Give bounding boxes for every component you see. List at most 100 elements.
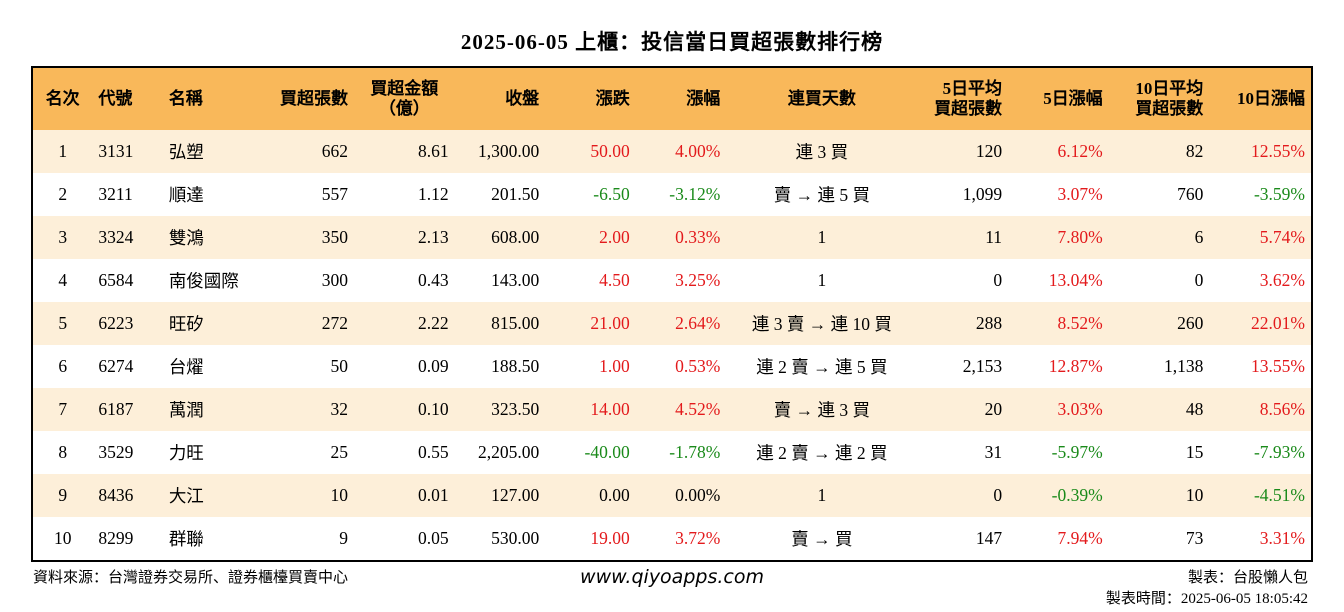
name-cell: 旺矽 xyxy=(162,302,254,345)
change-pct-cell: -1.78% xyxy=(635,431,727,474)
avg10-cell: 6 xyxy=(1108,216,1210,259)
header-code: 代號 xyxy=(92,67,163,130)
close-cell: 2,205.00 xyxy=(454,431,546,474)
buy-lots-cell: 32 xyxy=(253,388,354,431)
change-cell: 2.00 xyxy=(545,216,636,259)
change-pct-cell: -3.12% xyxy=(635,173,727,216)
avg5-cell: 11 xyxy=(917,216,1009,259)
generated-time: 製表時間：2025-06-05 18:05:42 xyxy=(1105,591,1308,607)
table-maker: 製表：台股懶人包 xyxy=(1187,570,1308,586)
page-title: 2025-06-05 上櫃：投信當日買超張數排行榜 xyxy=(460,30,884,54)
header-buy-lots: 買超張數 xyxy=(253,67,354,130)
avg10-cell: 10 xyxy=(1108,474,1210,517)
name-cell: 順達 xyxy=(162,173,254,216)
pct10-cell: 12.55% xyxy=(1209,130,1312,173)
pct5-cell: 12.87% xyxy=(1008,345,1109,388)
buy-lots-cell: 10 xyxy=(253,474,354,517)
pct10-cell: 5.74% xyxy=(1209,216,1312,259)
change-cell: 19.00 xyxy=(545,517,636,561)
table-row: 2 3211 順達 557 1.12 201.50 -6.50 -3.12% 賣 → 連 5 買… xyxy=(32,173,1312,216)
buy-amount-cell: 0.09 xyxy=(354,345,455,388)
table-row: 1 3131 弘塑 662 8.61 1,300.00 50.00 4.00% 連 3 買 120… xyxy=(32,130,1312,173)
header-buy-amount-line1: 買超金額 xyxy=(370,79,439,98)
streak-cell: 1 xyxy=(726,474,918,517)
pct5-cell: 3.07% xyxy=(1008,173,1109,216)
buy-amount-cell: 0.10 xyxy=(354,388,455,431)
rank-cell: 9 xyxy=(32,474,93,517)
header-close: 收盤 xyxy=(454,67,546,130)
name-cell: 南俊國際 xyxy=(162,259,254,302)
change-cell: -6.50 xyxy=(545,173,636,216)
buy-amount-cell: 0.43 xyxy=(354,259,455,302)
pct5-cell: 13.04% xyxy=(1008,259,1109,302)
data-source: 資料來源：台灣證券交易所、證券櫃檯買賣中心 xyxy=(33,570,349,586)
header-change-pct: 漲幅 xyxy=(635,67,727,130)
avg5-cell: 147 xyxy=(917,517,1009,561)
name-cell: 力旺 xyxy=(162,431,254,474)
avg5-cell: 1,099 xyxy=(917,173,1009,216)
header-change: 漲跌 xyxy=(545,67,636,130)
code-cell: 6187 xyxy=(92,388,163,431)
table-row: 7 6187 萬潤 32 0.10 323.50 14.00 4.52% 賣 → 連 3 買 20… xyxy=(32,388,1312,431)
pct10-cell: -4.51% xyxy=(1209,474,1312,517)
streak-cell: 賣 → 連 5 買 xyxy=(726,173,918,216)
streak-cell: 連 3 賣 → 連 10 買 xyxy=(726,302,918,345)
code-cell: 6584 xyxy=(92,259,163,302)
change-cell: 14.00 xyxy=(545,388,636,431)
pct5-cell: -0.39% xyxy=(1008,474,1109,517)
pct5-cell: 7.80% xyxy=(1008,216,1109,259)
close-cell: 201.50 xyxy=(454,173,546,216)
rank-cell: 3 xyxy=(32,216,93,259)
name-cell: 群聯 xyxy=(162,517,254,561)
buy-amount-cell: 1.12 xyxy=(354,173,455,216)
change-pct-cell: 3.72% xyxy=(635,517,727,561)
pct5-cell: 6.12% xyxy=(1008,130,1109,173)
rank-cell: 10 xyxy=(32,517,93,561)
buy-lots-cell: 272 xyxy=(253,302,354,345)
close-cell: 323.50 xyxy=(454,388,546,431)
change-cell: 1.00 xyxy=(545,345,636,388)
header-pct10: 10日漲幅 xyxy=(1209,67,1312,130)
website-url: www.qiyoapps.com xyxy=(580,566,764,588)
buy-amount-cell: 0.05 xyxy=(354,517,455,561)
change-cell: -40.00 xyxy=(545,431,636,474)
buy-lots-cell: 25 xyxy=(253,431,354,474)
streak-cell: 連 3 買 xyxy=(726,130,918,173)
rank-cell: 1 xyxy=(32,130,93,173)
name-cell: 大江 xyxy=(162,474,254,517)
avg5-cell: 31 xyxy=(917,431,1009,474)
table-row: 3 3324 雙鴻 350 2.13 608.00 2.00 0.33% 1 11 7.80% 6 5.… xyxy=(32,216,1312,259)
name-cell: 台燿 xyxy=(162,345,254,388)
header-rank: 名次 xyxy=(32,67,93,130)
buy-lots-cell: 350 xyxy=(253,216,354,259)
close-cell: 1,300.00 xyxy=(454,130,546,173)
header-avg10-line1: 10日平均 xyxy=(1135,79,1204,98)
buy-lots-cell: 50 xyxy=(253,345,354,388)
avg10-cell: 15 xyxy=(1108,431,1210,474)
header-pct5: 5日漲幅 xyxy=(1008,67,1109,130)
change-pct-cell: 3.25% xyxy=(635,259,727,302)
buy-amount-cell: 8.61 xyxy=(354,130,455,173)
code-cell: 8299 xyxy=(92,517,163,561)
pct5-cell: -5.97% xyxy=(1008,431,1109,474)
avg10-cell: 82 xyxy=(1108,130,1210,173)
code-cell: 3324 xyxy=(92,216,163,259)
avg10-cell: 0 xyxy=(1108,259,1210,302)
avg10-cell: 260 xyxy=(1108,302,1210,345)
streak-cell: 1 xyxy=(726,259,918,302)
header-streak: 連買天數 xyxy=(726,67,918,130)
header-avg5-line1: 5日平均 xyxy=(942,79,1003,98)
avg5-cell: 288 xyxy=(917,302,1009,345)
avg10-cell: 760 xyxy=(1108,173,1210,216)
table-row: 6 6274 台燿 50 0.09 188.50 1.00 0.53% 連 2 賣 → 連 5 … xyxy=(32,345,1312,388)
close-cell: 188.50 xyxy=(454,345,546,388)
buy-amount-cell: 0.01 xyxy=(354,474,455,517)
header-avg5: 5日平均 買超張數 xyxy=(917,67,1009,130)
table-row: 9 8436 大江 10 0.01 127.00 0.00 0.00% 1 0 -0.39% 10 -4… xyxy=(32,474,1312,517)
pct10-cell: -3.59% xyxy=(1209,173,1312,216)
header-row: 名次 代號 名稱 買超張數 買超金額 （億） 收盤 漲跌 漲幅 連買天數 5日平… xyxy=(32,67,1312,130)
avg5-cell: 20 xyxy=(917,388,1009,431)
pct5-cell: 7.94% xyxy=(1008,517,1109,561)
avg5-cell: 2,153 xyxy=(917,345,1009,388)
name-cell: 雙鴻 xyxy=(162,216,254,259)
